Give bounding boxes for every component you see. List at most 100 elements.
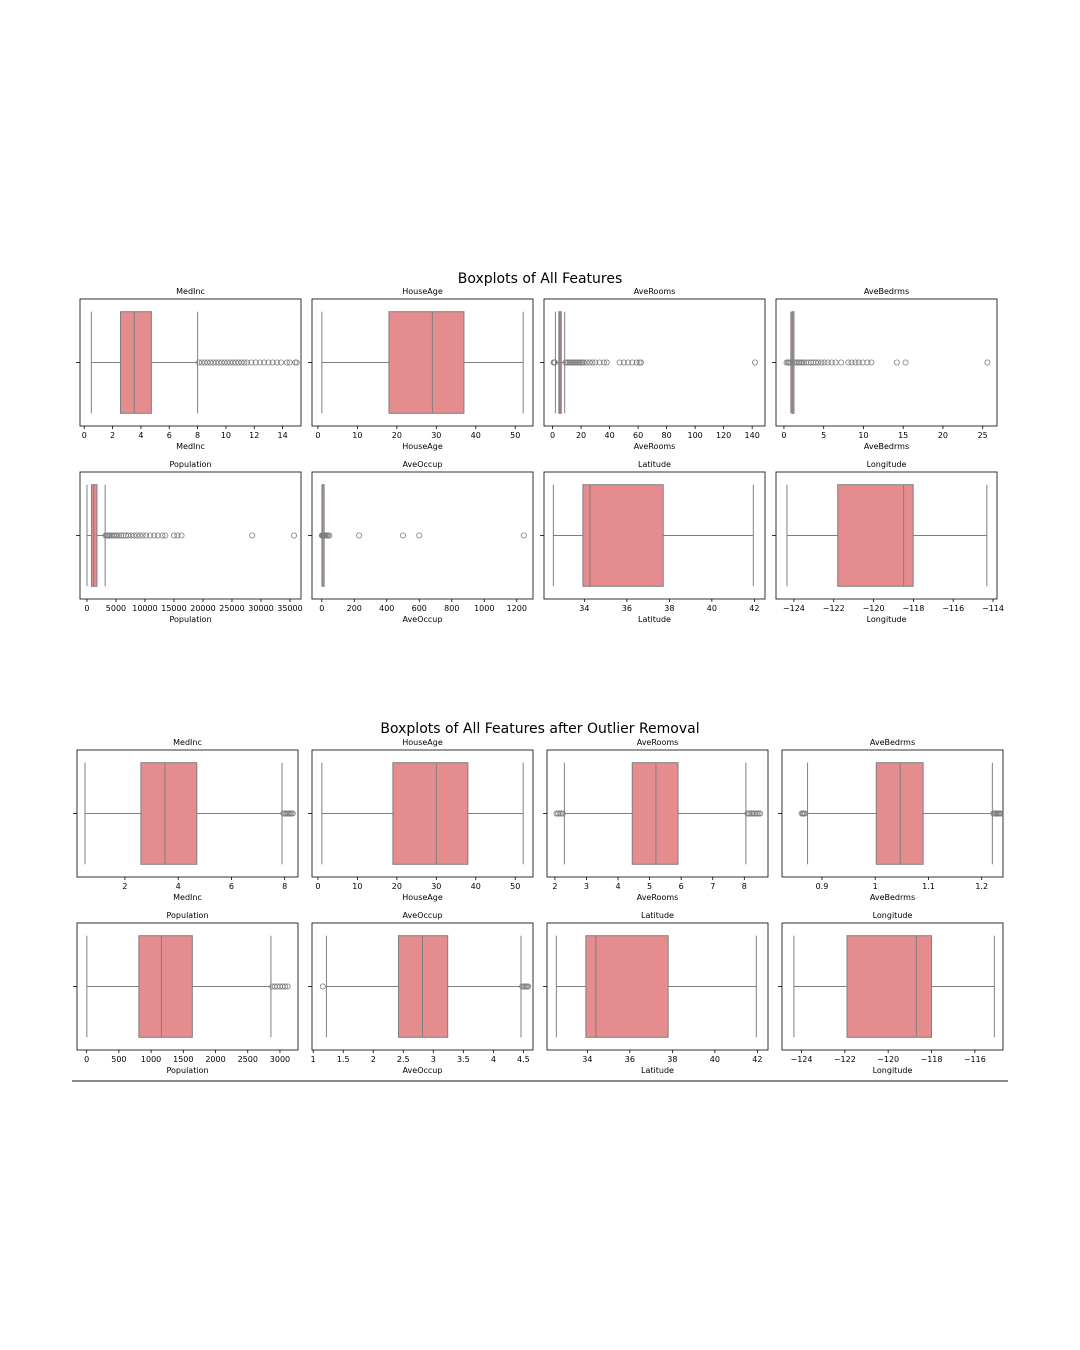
outlier-point xyxy=(580,359,587,366)
outlier-point xyxy=(848,359,855,366)
outlier-point xyxy=(902,359,909,366)
outlier-point xyxy=(824,359,831,366)
outlier-point xyxy=(893,359,900,366)
panel-title: AveRooms xyxy=(637,738,679,747)
x-tick-label: 0 xyxy=(82,431,87,440)
boxplot-panel: Longitude −124 −122 −120 −118 −116 Longitude xyxy=(778,911,1004,1075)
x-axis-label: AveOccup xyxy=(403,615,443,624)
x-tick-label: 40 xyxy=(471,882,481,891)
x-axis-label: AveBedrms xyxy=(864,442,909,451)
x-tick-label: 25000 xyxy=(219,604,244,613)
x-axis-label: HouseAge xyxy=(402,442,443,451)
panel-title: Latitude xyxy=(638,460,671,469)
x-tick-label: 600 xyxy=(412,604,427,613)
x-tick-label: 0 xyxy=(781,431,786,440)
outlier-point xyxy=(212,359,219,366)
outlier-point xyxy=(744,810,751,817)
outlier-point xyxy=(555,810,562,817)
x-tick-label: 12 xyxy=(249,431,259,440)
x-tick-label: 0 xyxy=(84,604,89,613)
outlier-point xyxy=(845,359,852,366)
outlier-point xyxy=(284,983,291,990)
outlier-point xyxy=(855,359,862,366)
x-tick-label: 4 xyxy=(138,431,143,440)
panel-title: HouseAge xyxy=(402,287,443,296)
outlier-point xyxy=(620,359,627,366)
x-tick-label: 35000 xyxy=(277,604,302,613)
outlier-point xyxy=(583,359,590,366)
boxplot-panel: AveOccup 1 1.5 2 2.5 3 3.5 4 4.5 AveOccup xyxy=(308,911,534,1075)
outlier-point xyxy=(596,359,603,366)
x-tick-label: 400 xyxy=(379,604,394,613)
x-tick-label: 34 xyxy=(579,604,589,613)
x-tick-label: 1500 xyxy=(173,1055,193,1064)
x-tick-label: 500 xyxy=(111,1055,126,1064)
x-tick-label: 34 xyxy=(582,1055,592,1064)
x-tick-label: 1000 xyxy=(141,1055,161,1064)
x-tick-label: 42 xyxy=(752,1055,762,1064)
x-tick-label: 2 xyxy=(122,882,127,891)
outlier-point xyxy=(832,359,839,366)
x-tick-label: 10000 xyxy=(132,604,157,613)
outlier-point xyxy=(749,810,756,817)
x-tick-label: 0 xyxy=(550,431,555,440)
x-tick-label: 2.5 xyxy=(397,1055,410,1064)
x-tick-label: 20 xyxy=(392,882,402,891)
outlier-point xyxy=(282,983,289,990)
x-tick-label: 1 xyxy=(873,882,878,891)
outlier-point xyxy=(224,359,231,366)
outlier-point xyxy=(799,359,806,366)
x-tick-label: 20000 xyxy=(190,604,215,613)
outlier-point xyxy=(416,532,423,539)
outlier-point xyxy=(154,532,161,539)
outlier-point xyxy=(868,359,875,366)
outlier-point xyxy=(603,359,610,366)
outlier-point xyxy=(838,359,845,366)
outlier-point xyxy=(147,532,154,539)
boxplot-panel: Population 0 500 1000 1500 2000 2500 3000 Popula… xyxy=(73,911,299,1075)
outlier-point xyxy=(162,532,169,539)
outlier-point xyxy=(273,359,280,366)
x-tick-label: 40 xyxy=(604,431,614,440)
iqr-box xyxy=(631,762,679,865)
iqr-box xyxy=(397,935,449,1038)
outlier-point xyxy=(143,532,150,539)
x-tick-label: 3000 xyxy=(270,1055,290,1064)
panel-title: Longitude xyxy=(867,460,907,469)
x-tick-label: 2 xyxy=(552,882,557,891)
boxplot-panel: Latitude 34 36 38 40 42 Latitude xyxy=(540,460,766,624)
x-tick-label: −124 xyxy=(791,1055,813,1064)
iqr-box xyxy=(846,935,932,1038)
outlier-point xyxy=(757,810,764,817)
outlier-point xyxy=(753,810,760,817)
panel-title: AveRooms xyxy=(634,287,676,296)
x-axis-label: AveBedrms xyxy=(870,893,915,902)
x-tick-label: 40 xyxy=(471,431,481,440)
outlier-point xyxy=(125,532,132,539)
x-tick-label: 10 xyxy=(858,431,868,440)
x-tick-label: 200 xyxy=(347,604,362,613)
panel-title: AveOccup xyxy=(403,460,443,469)
x-axis-label: MedInc xyxy=(173,893,202,902)
outlier-point xyxy=(151,532,158,539)
x-axis-label: AveOccup xyxy=(403,1066,443,1075)
x-tick-label: 100 xyxy=(687,431,702,440)
outlier-point xyxy=(815,359,822,366)
outlier-point xyxy=(551,359,558,366)
x-tick-label: 2500 xyxy=(238,1055,258,1064)
x-tick-label: 42 xyxy=(749,604,759,613)
x-tick-label: 140 xyxy=(745,431,760,440)
x-tick-label: −122 xyxy=(823,604,845,613)
x-tick-label: −116 xyxy=(942,604,964,613)
outlier-point xyxy=(286,359,293,366)
x-tick-label: 50 xyxy=(510,882,520,891)
x-tick-label: 8 xyxy=(282,882,287,891)
iqr-box xyxy=(388,311,465,414)
outlier-point xyxy=(136,532,143,539)
boxplot-panel: HouseAge 0 10 20 30 40 50 HouseAge xyxy=(308,738,534,902)
x-tick-label: 7 xyxy=(710,882,715,891)
outlier-point xyxy=(232,359,239,366)
panel-title: AveBedrms xyxy=(870,738,915,747)
outlier-point xyxy=(356,532,363,539)
x-tick-label: −114 xyxy=(982,604,1004,613)
